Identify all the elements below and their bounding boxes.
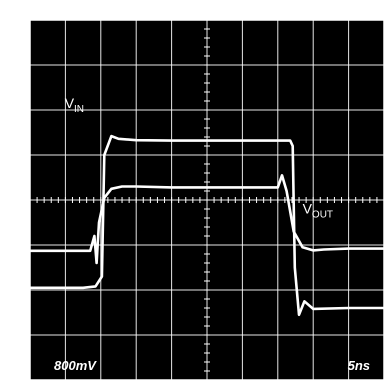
trace-vin (28, 134, 386, 317)
series-label-vout: VOUT (303, 201, 333, 221)
horizontal-scale-label: 5ns (348, 358, 370, 373)
graticule (29, 19, 385, 381)
trace-vout (28, 174, 386, 265)
traces (28, 134, 386, 317)
vertical-scale-label: 800mV (54, 358, 97, 373)
series-label-vin: VIN (65, 95, 84, 115)
